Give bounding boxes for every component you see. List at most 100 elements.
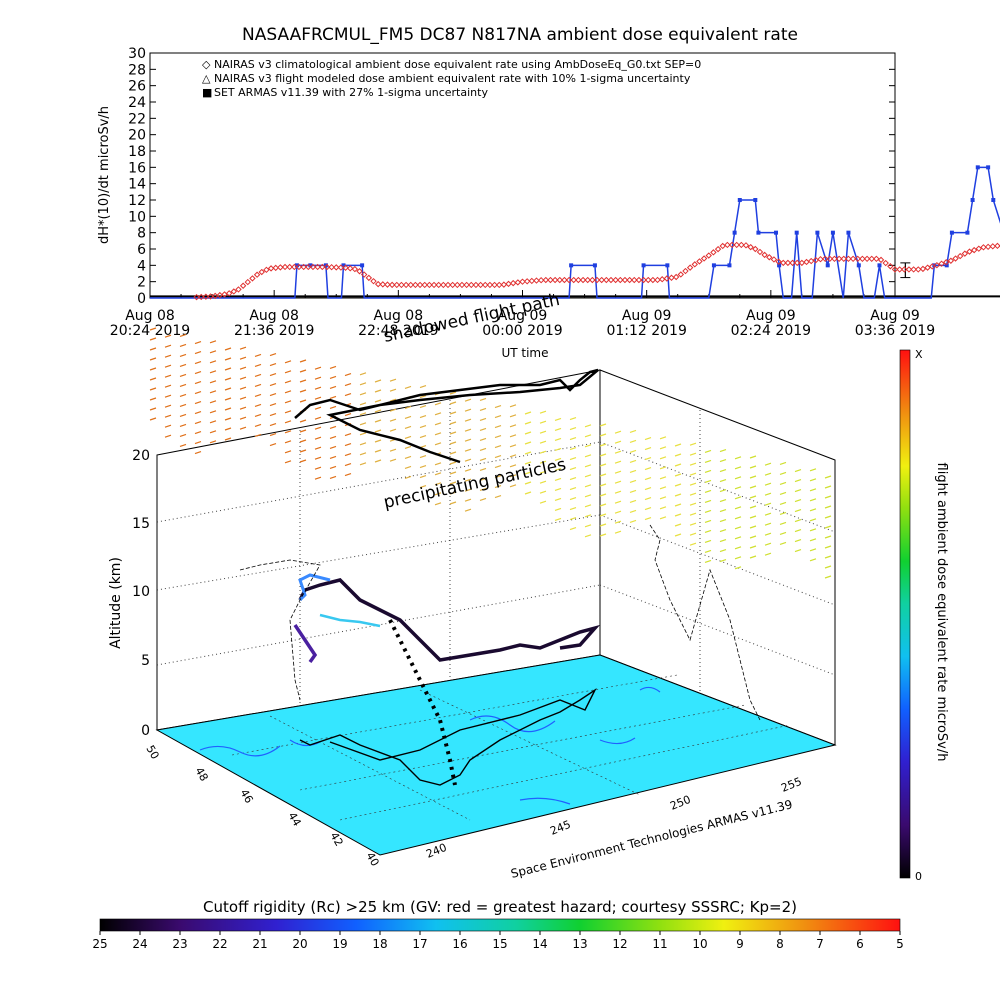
climatological-point (486, 281, 494, 289)
particle-mark (464, 398, 472, 402)
particle-mark (269, 383, 277, 387)
particle-mark (764, 492, 772, 496)
climatological-point (756, 248, 764, 256)
climatological-point (374, 280, 382, 288)
particle-mark (569, 477, 577, 481)
particle-mark (599, 523, 607, 527)
particle-mark (734, 506, 742, 510)
particle-mark (689, 452, 697, 456)
y-tick-label: 6 (137, 242, 146, 258)
particle-mark (779, 461, 787, 465)
armas-point (308, 263, 313, 268)
climatological-point (589, 276, 596, 284)
particle-mark (329, 375, 337, 379)
rigidity-tick-label: 7 (816, 937, 824, 951)
climatological-point (803, 258, 810, 266)
climatological-point (398, 281, 405, 289)
particle-mark (269, 443, 277, 447)
particle-mark (314, 476, 322, 480)
chart-title: NASAAFRCMUL_FM5 DC87 N817NA ambient dose… (242, 25, 798, 45)
x-tick-label-time: 00:00 2019 (482, 323, 562, 339)
particle-mark (764, 512, 772, 516)
climatological-point (854, 255, 861, 263)
particle-mark (389, 448, 397, 452)
climatological-point (831, 255, 838, 263)
particle-mark (569, 457, 577, 461)
armas-point (756, 230, 761, 235)
climatological-point (603, 276, 610, 284)
particle-mark (689, 502, 697, 506)
particle-mark (764, 552, 772, 556)
particle-mark (359, 372, 367, 376)
climatological-point (877, 256, 885, 264)
particle-mark (614, 490, 622, 494)
particle-mark (374, 459, 382, 463)
climatological-point (607, 276, 615, 284)
particle-mark (209, 400, 217, 404)
particle-mark (599, 433, 607, 437)
particle-mark (764, 482, 772, 486)
rigidity-tick-label: 24 (132, 937, 147, 951)
x-tick-label-time: 22:48 2019 (358, 323, 438, 339)
climatological-point (710, 249, 717, 256)
climatological-point (994, 242, 1000, 250)
y-tick-label: 30 (128, 46, 146, 62)
particle-mark (719, 539, 727, 543)
particle-mark (374, 399, 382, 403)
particle-mark (464, 438, 472, 442)
particle-mark (584, 424, 592, 428)
armas-point (360, 263, 365, 268)
legend-entry-flight-modeled: NAIRAS v3 flight modeled dose ambient eq… (214, 72, 691, 85)
climatological-point (472, 281, 480, 289)
armas-point (825, 263, 830, 268)
particle-mark (314, 466, 322, 470)
y-tick-label: 24 (128, 95, 146, 111)
climatological-point (612, 276, 619, 284)
climatological-point (919, 265, 927, 273)
armas-point (991, 198, 996, 202)
y-tick-label: 10 (128, 209, 146, 225)
particle-mark (584, 524, 592, 528)
particle-mark (614, 480, 622, 484)
legend-entry-climatological: NAIRAS v3 climatological ambient dose eq… (214, 58, 701, 71)
particle-mark (284, 460, 292, 464)
particle-mark (524, 461, 532, 465)
climatological-point (640, 276, 647, 284)
particle-mark (584, 454, 592, 458)
particle-mark (809, 468, 817, 472)
climatological-point (807, 257, 815, 265)
particle-mark (224, 367, 232, 371)
particle-mark (449, 461, 457, 465)
particle-mark (539, 470, 547, 474)
particle-mark (239, 366, 247, 370)
particle-mark (689, 482, 697, 486)
particle-mark (524, 421, 532, 425)
particle-mark (734, 536, 742, 540)
particle-mark (629, 499, 637, 503)
particle-mark (179, 443, 187, 447)
climatological-point (505, 280, 512, 288)
particle-mark (269, 353, 277, 357)
particle-mark (809, 478, 817, 482)
particle-mark (329, 395, 337, 399)
climatological-point (482, 281, 489, 289)
particle-mark (164, 354, 172, 358)
particle-mark (179, 333, 187, 337)
particle-mark (539, 500, 547, 504)
particle-mark (434, 412, 442, 416)
rigidity-tick-label: 9 (736, 937, 744, 951)
climatological-point (416, 281, 424, 289)
particle-mark (824, 485, 832, 489)
particle-mark (464, 428, 472, 432)
particle-mark (779, 491, 787, 495)
particle-mark (734, 566, 742, 570)
climatological-point (235, 286, 242, 293)
y-tick-label: 8 (137, 226, 146, 242)
particle-mark (164, 374, 172, 378)
climatological-point (509, 279, 517, 287)
climatological-point (621, 276, 629, 284)
climatological-point (719, 242, 726, 250)
particle-mark (794, 519, 802, 523)
climatological-point (537, 276, 545, 284)
climatological-point (691, 261, 698, 268)
